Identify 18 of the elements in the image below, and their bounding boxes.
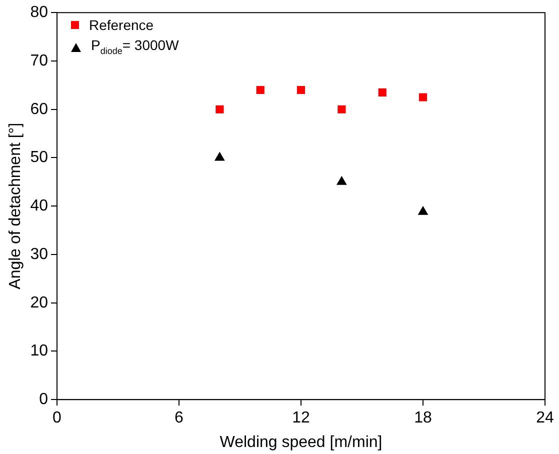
x-tick-label: 24 — [536, 410, 554, 427]
x-tick-label: 18 — [414, 410, 432, 427]
y-tick-label: 10 — [30, 342, 48, 360]
x-axis-title: Welding speed [m/min] — [220, 434, 382, 451]
y-tick-label: 70 — [30, 52, 48, 70]
legend-label: P$_{diode}$= 3000W — [90, 36, 179, 58]
x-tick-label: 0 — [52, 410, 62, 427]
x-tick-label: 6 — [174, 410, 184, 427]
y-axis-title: Angle of detachment [°] — [7, 122, 24, 290]
y-tick-label: 60 — [30, 100, 48, 118]
x-tick-label: 12 — [292, 410, 310, 427]
legend-label: Reference — [88, 16, 154, 35]
y-tick-label: 0 — [39, 391, 48, 408]
y-tick-label: 20 — [30, 294, 48, 312]
y-tick-label: 30 — [30, 246, 48, 263]
y-tick-label: 40 — [30, 198, 48, 215]
y-tick-label: 80 — [30, 4, 48, 22]
y-tick-label: 50 — [30, 149, 48, 166]
